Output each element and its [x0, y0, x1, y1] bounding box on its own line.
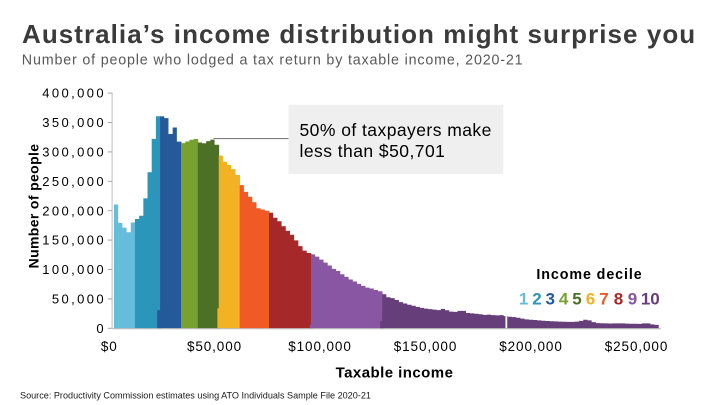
- svg-text:Number of people: Number of people: [26, 144, 42, 269]
- svg-text:$200,000: $200,000: [499, 339, 563, 354]
- svg-text:0: 0: [96, 321, 106, 336]
- svg-text:Source: Productivity Commissio: Source: Productivity Commission estimate…: [20, 391, 371, 401]
- svg-text:50% of taxpayers make: 50% of taxpayers make: [300, 120, 492, 140]
- svg-text:$50,000: $50,000: [187, 339, 242, 354]
- svg-text:$150,000: $150,000: [394, 339, 458, 354]
- svg-text:7: 7: [599, 290, 608, 309]
- svg-text:150,000: 150,000: [42, 233, 106, 248]
- svg-text:1: 1: [519, 290, 528, 309]
- svg-text:Australia’s income distributio: Australia’s income distribution might su…: [22, 19, 696, 49]
- svg-text:50,000: 50,000: [52, 292, 106, 307]
- svg-text:200,000: 200,000: [42, 203, 106, 218]
- svg-text:$100,000: $100,000: [288, 339, 352, 354]
- svg-text:350,000: 350,000: [42, 115, 106, 130]
- svg-text:3: 3: [545, 290, 554, 309]
- svg-text:5: 5: [572, 290, 581, 309]
- svg-text:250,000: 250,000: [42, 174, 106, 189]
- svg-text:4: 4: [559, 290, 569, 309]
- svg-text:Taxable income: Taxable income: [336, 364, 454, 381]
- svg-text:9: 9: [628, 290, 637, 309]
- svg-text:8: 8: [614, 290, 623, 309]
- svg-text:Income decile: Income decile: [536, 267, 642, 283]
- svg-text:400,000: 400,000: [42, 86, 106, 101]
- svg-text:300,000: 300,000: [42, 145, 106, 160]
- svg-text:10: 10: [641, 290, 660, 309]
- svg-text:$250,000: $250,000: [605, 339, 669, 354]
- svg-text:$0: $0: [101, 339, 118, 354]
- svg-text:2: 2: [532, 290, 541, 309]
- svg-text:less than $50,701: less than $50,701: [300, 141, 446, 161]
- svg-text:100,000: 100,000: [42, 262, 106, 277]
- svg-text:6: 6: [586, 290, 595, 309]
- svg-text:Number of people who lodged a: Number of people who lodged a tax return…: [22, 52, 524, 68]
